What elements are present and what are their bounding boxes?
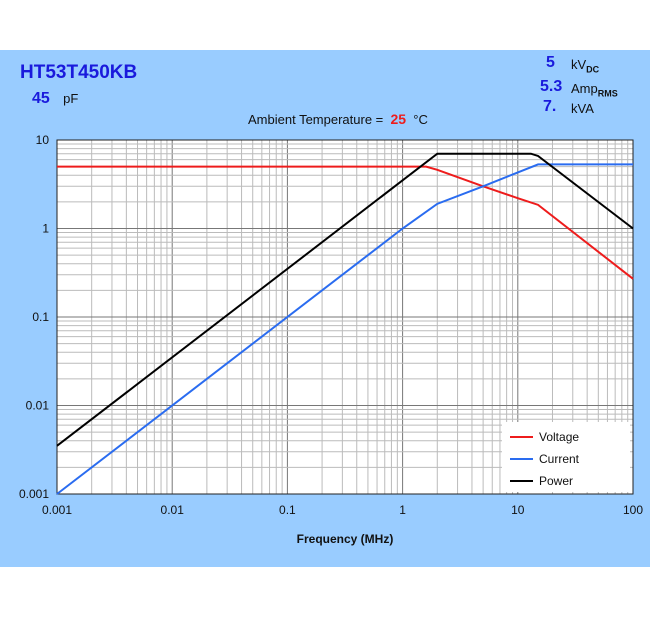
voltage-rating: 5 [546,54,555,71]
series-current-line [56,163,633,495]
x-tick-label: 100 [623,503,643,517]
power-unit: kVA [571,101,594,116]
y-tick-label: 0.001 [19,487,49,501]
y-tick-label: 1 [42,222,49,236]
current-unit: AmpRMS [571,81,618,99]
legend-label-current: Current [539,452,580,466]
y-tick-label: 0.1 [32,310,49,324]
legend-label-power: Power [539,474,573,488]
x-axis-label: Frequency (MHz) [297,532,394,546]
current-rating: 5.3 [540,78,563,95]
x-tick-label: 0.01 [161,503,185,517]
power-rating: 7. [543,98,557,115]
series-power-line [56,152,634,447]
plot-border [56,139,634,495]
ambient-temperature: Ambient Temperature = 25 °C [248,111,428,127]
x-tick-label: 1 [399,503,406,517]
x-tick-label: 0.001 [42,503,72,517]
y-tick-label: 0.01 [26,399,50,413]
part-number: HT53T450KB [20,62,138,83]
y-tick-label: 10 [36,133,50,147]
voltage-unit: kVDC [571,57,600,75]
x-tick-label: 0.1 [279,503,296,517]
legend-label-voltage: Voltage [539,430,579,444]
capacitance: 45 pF [32,90,79,107]
x-tick-label: 10 [511,503,525,517]
